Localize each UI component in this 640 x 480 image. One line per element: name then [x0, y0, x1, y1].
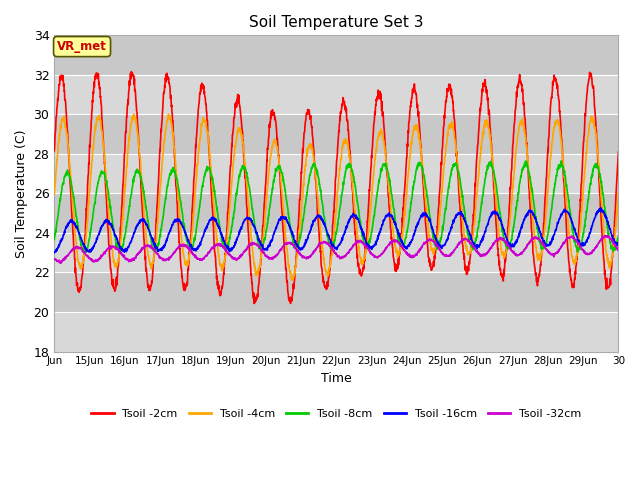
- Tsoil -4cm: [51, 192, 58, 197]
- Tsoil -2cm: [127, 69, 135, 75]
- Tsoil -4cm: [164, 111, 172, 117]
- Bar: [54, 75, 618, 114]
- Line: Tsoil -16cm: Tsoil -16cm: [54, 208, 618, 252]
- Y-axis label: Soil Temperature (C): Soil Temperature (C): [15, 129, 28, 258]
- Tsoil -8cm: [310, 160, 318, 166]
- Tsoil -32cm: [495, 236, 502, 242]
- Tsoil -2cm: [250, 300, 258, 306]
- Tsoil -8cm: [598, 187, 606, 193]
- Tsoil -4cm: [598, 209, 606, 215]
- Tsoil -16cm: [597, 205, 605, 211]
- Tsoil -2cm: [495, 262, 503, 268]
- Tsoil -2cm: [598, 236, 606, 242]
- Tsoil -4cm: [614, 189, 622, 194]
- Line: Tsoil -8cm: Tsoil -8cm: [54, 161, 618, 252]
- Tsoil -2cm: [79, 262, 87, 268]
- Tsoil -4cm: [325, 266, 333, 272]
- Tsoil -32cm: [57, 260, 65, 266]
- Tsoil -16cm: [614, 240, 622, 246]
- Tsoil -16cm: [51, 250, 58, 255]
- Tsoil -2cm: [599, 242, 607, 248]
- Tsoil -32cm: [614, 247, 622, 252]
- Tsoil -4cm: [599, 216, 607, 221]
- Line: Tsoil -4cm: Tsoil -4cm: [54, 114, 618, 280]
- Tsoil -32cm: [598, 234, 606, 240]
- Tsoil -8cm: [116, 250, 124, 255]
- Bar: [54, 312, 618, 351]
- Tsoil -16cm: [324, 232, 332, 238]
- Tsoil -4cm: [288, 277, 296, 283]
- Bar: [54, 193, 618, 233]
- Tsoil -2cm: [51, 148, 58, 154]
- Tsoil -32cm: [598, 234, 606, 240]
- Tsoil -2cm: [614, 149, 622, 155]
- Tsoil -16cm: [495, 214, 502, 219]
- Tsoil -8cm: [325, 242, 333, 248]
- Line: Tsoil -2cm: Tsoil -2cm: [54, 72, 618, 303]
- X-axis label: Time: Time: [321, 372, 352, 385]
- Bar: [54, 154, 618, 193]
- Text: VR_met: VR_met: [57, 40, 107, 53]
- Tsoil -32cm: [602, 233, 610, 239]
- Bar: [54, 36, 618, 75]
- Tsoil -32cm: [325, 241, 333, 247]
- Tsoil -32cm: [79, 249, 87, 255]
- Tsoil -16cm: [310, 219, 317, 225]
- Tsoil -8cm: [495, 204, 502, 210]
- Title: Soil Temperature Set 3: Soil Temperature Set 3: [249, 15, 424, 30]
- Bar: [54, 233, 618, 273]
- Bar: [54, 273, 618, 312]
- Tsoil -32cm: [51, 256, 58, 262]
- Line: Tsoil -32cm: Tsoil -32cm: [54, 236, 618, 263]
- Tsoil -8cm: [614, 234, 622, 240]
- Tsoil -16cm: [598, 209, 606, 215]
- Tsoil -8cm: [79, 246, 87, 252]
- Tsoil -8cm: [599, 191, 607, 197]
- Tsoil -8cm: [51, 237, 58, 242]
- Tsoil -4cm: [79, 259, 87, 265]
- Tsoil -2cm: [310, 157, 318, 163]
- Tsoil -2cm: [325, 271, 333, 276]
- Legend: Tsoil -2cm, Tsoil -4cm, Tsoil -8cm, Tsoil -16cm, Tsoil -32cm: Tsoil -2cm, Tsoil -4cm, Tsoil -8cm, Tsoi…: [87, 405, 586, 423]
- Tsoil -16cm: [79, 241, 87, 247]
- Tsoil -8cm: [557, 158, 565, 164]
- Tsoil -4cm: [310, 159, 318, 165]
- Bar: [54, 114, 618, 154]
- Tsoil -4cm: [495, 231, 503, 237]
- Tsoil -32cm: [310, 248, 318, 254]
- Tsoil -16cm: [598, 207, 606, 213]
